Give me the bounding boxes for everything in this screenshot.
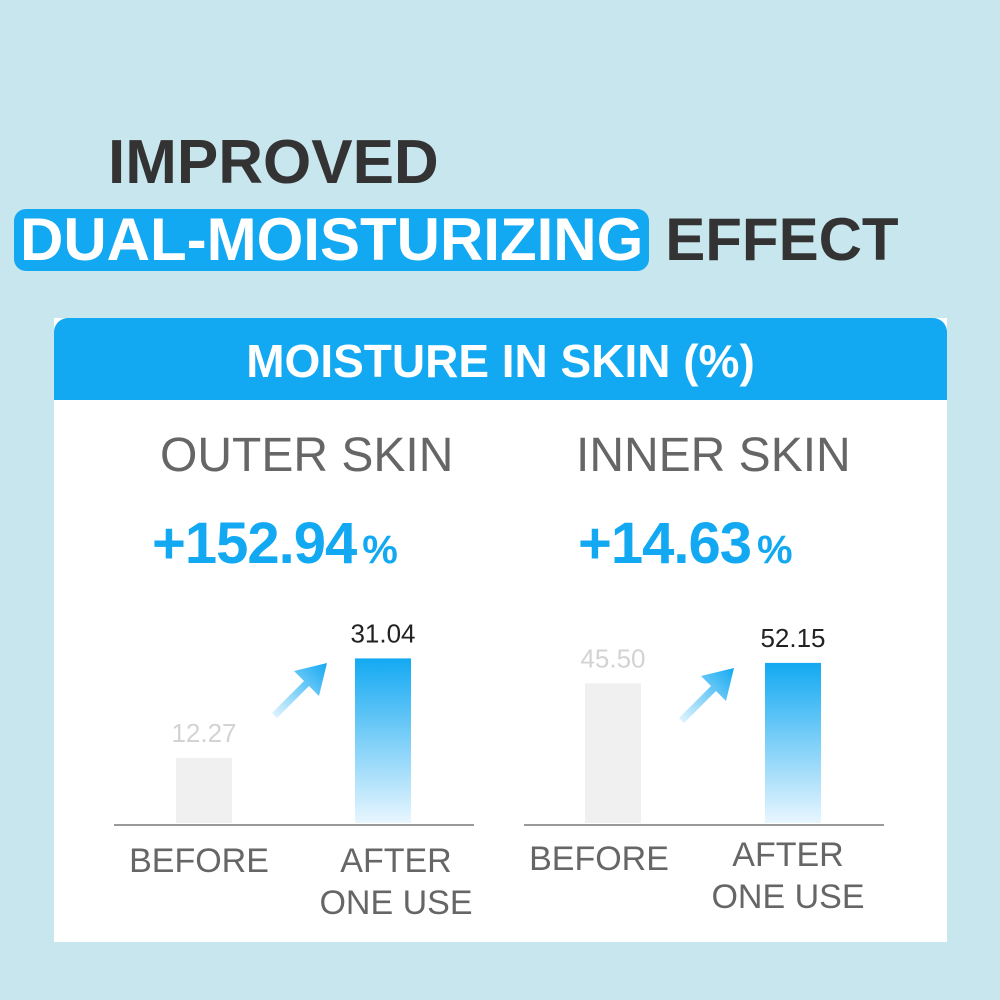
card-title: MOISTURE IN SKIN (%) [54,318,947,400]
x-label-outer-before: BEFORE [129,842,269,880]
headline-improved: IMPROVED [108,128,439,197]
bar-inner-after [765,662,821,823]
moisture-card: MOISTURE IN SKIN (%) OUTER SKIN +152.94%… [54,318,947,942]
increase-outer-value: +152.94 [152,511,357,576]
panel-title-outer: OUTER SKIN [160,429,454,482]
panel-title-inner: INNER SKIN [576,429,851,482]
x-label-outer-after: AFTER ONE USE [319,842,473,922]
increase-outer: +152.94% [152,510,398,577]
increase-inner-value: +14.63 [578,511,752,576]
increase-inner-unit: % [757,528,793,572]
bar-outer-before [176,757,232,823]
increase-outer-unit: % [362,528,398,572]
increase-inner: +14.63% [578,510,793,577]
increase-arrow-icon [679,668,734,723]
x-label-inner-after: AFTER ONE USE [711,836,865,916]
value-label-outer-after: 31.04 [350,618,415,648]
bar-outer-after [355,658,411,823]
increase-arrow-icon [272,663,327,718]
x-label-inner-before: BEFORE [529,840,669,878]
headline-row: DUAL-MOISTURIZING EFFECT [14,208,899,272]
headline-effect: EFFECT [665,206,899,273]
value-label-inner-after: 52.15 [760,623,825,653]
headline-highlight: DUAL-MOISTURIZING [14,209,650,271]
value-label-inner-before: 45.50 [580,643,645,673]
bar-charts: 12.27 31.04 45.50 52.15 [114,618,884,826]
bar-inner-before [585,683,641,823]
value-label-outer-before: 12.27 [171,718,236,748]
